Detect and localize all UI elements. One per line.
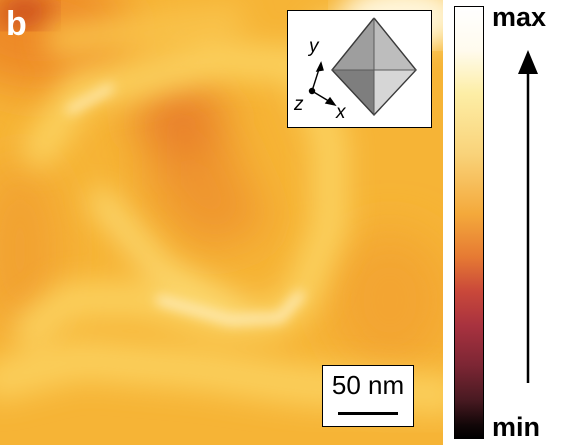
scale-bar: 50 nm (322, 365, 414, 427)
colorbar-max-label: max (492, 2, 547, 32)
up-arrow-icon (518, 50, 538, 383)
colorbar-min-label: min (492, 412, 541, 442)
panel-label: b (6, 5, 27, 43)
y-axis-label: y (309, 36, 319, 57)
z-axis-label: z (294, 94, 304, 115)
scale-bar-label: 50 nm (331, 370, 405, 400)
octahedron-inset: y z x (287, 10, 432, 128)
octahedron-icon (331, 17, 417, 117)
coordinate-axes-icon (308, 61, 337, 107)
colorbar (454, 6, 484, 439)
scale-bar-line (338, 412, 398, 415)
x-axis-label: x (336, 102, 346, 123)
